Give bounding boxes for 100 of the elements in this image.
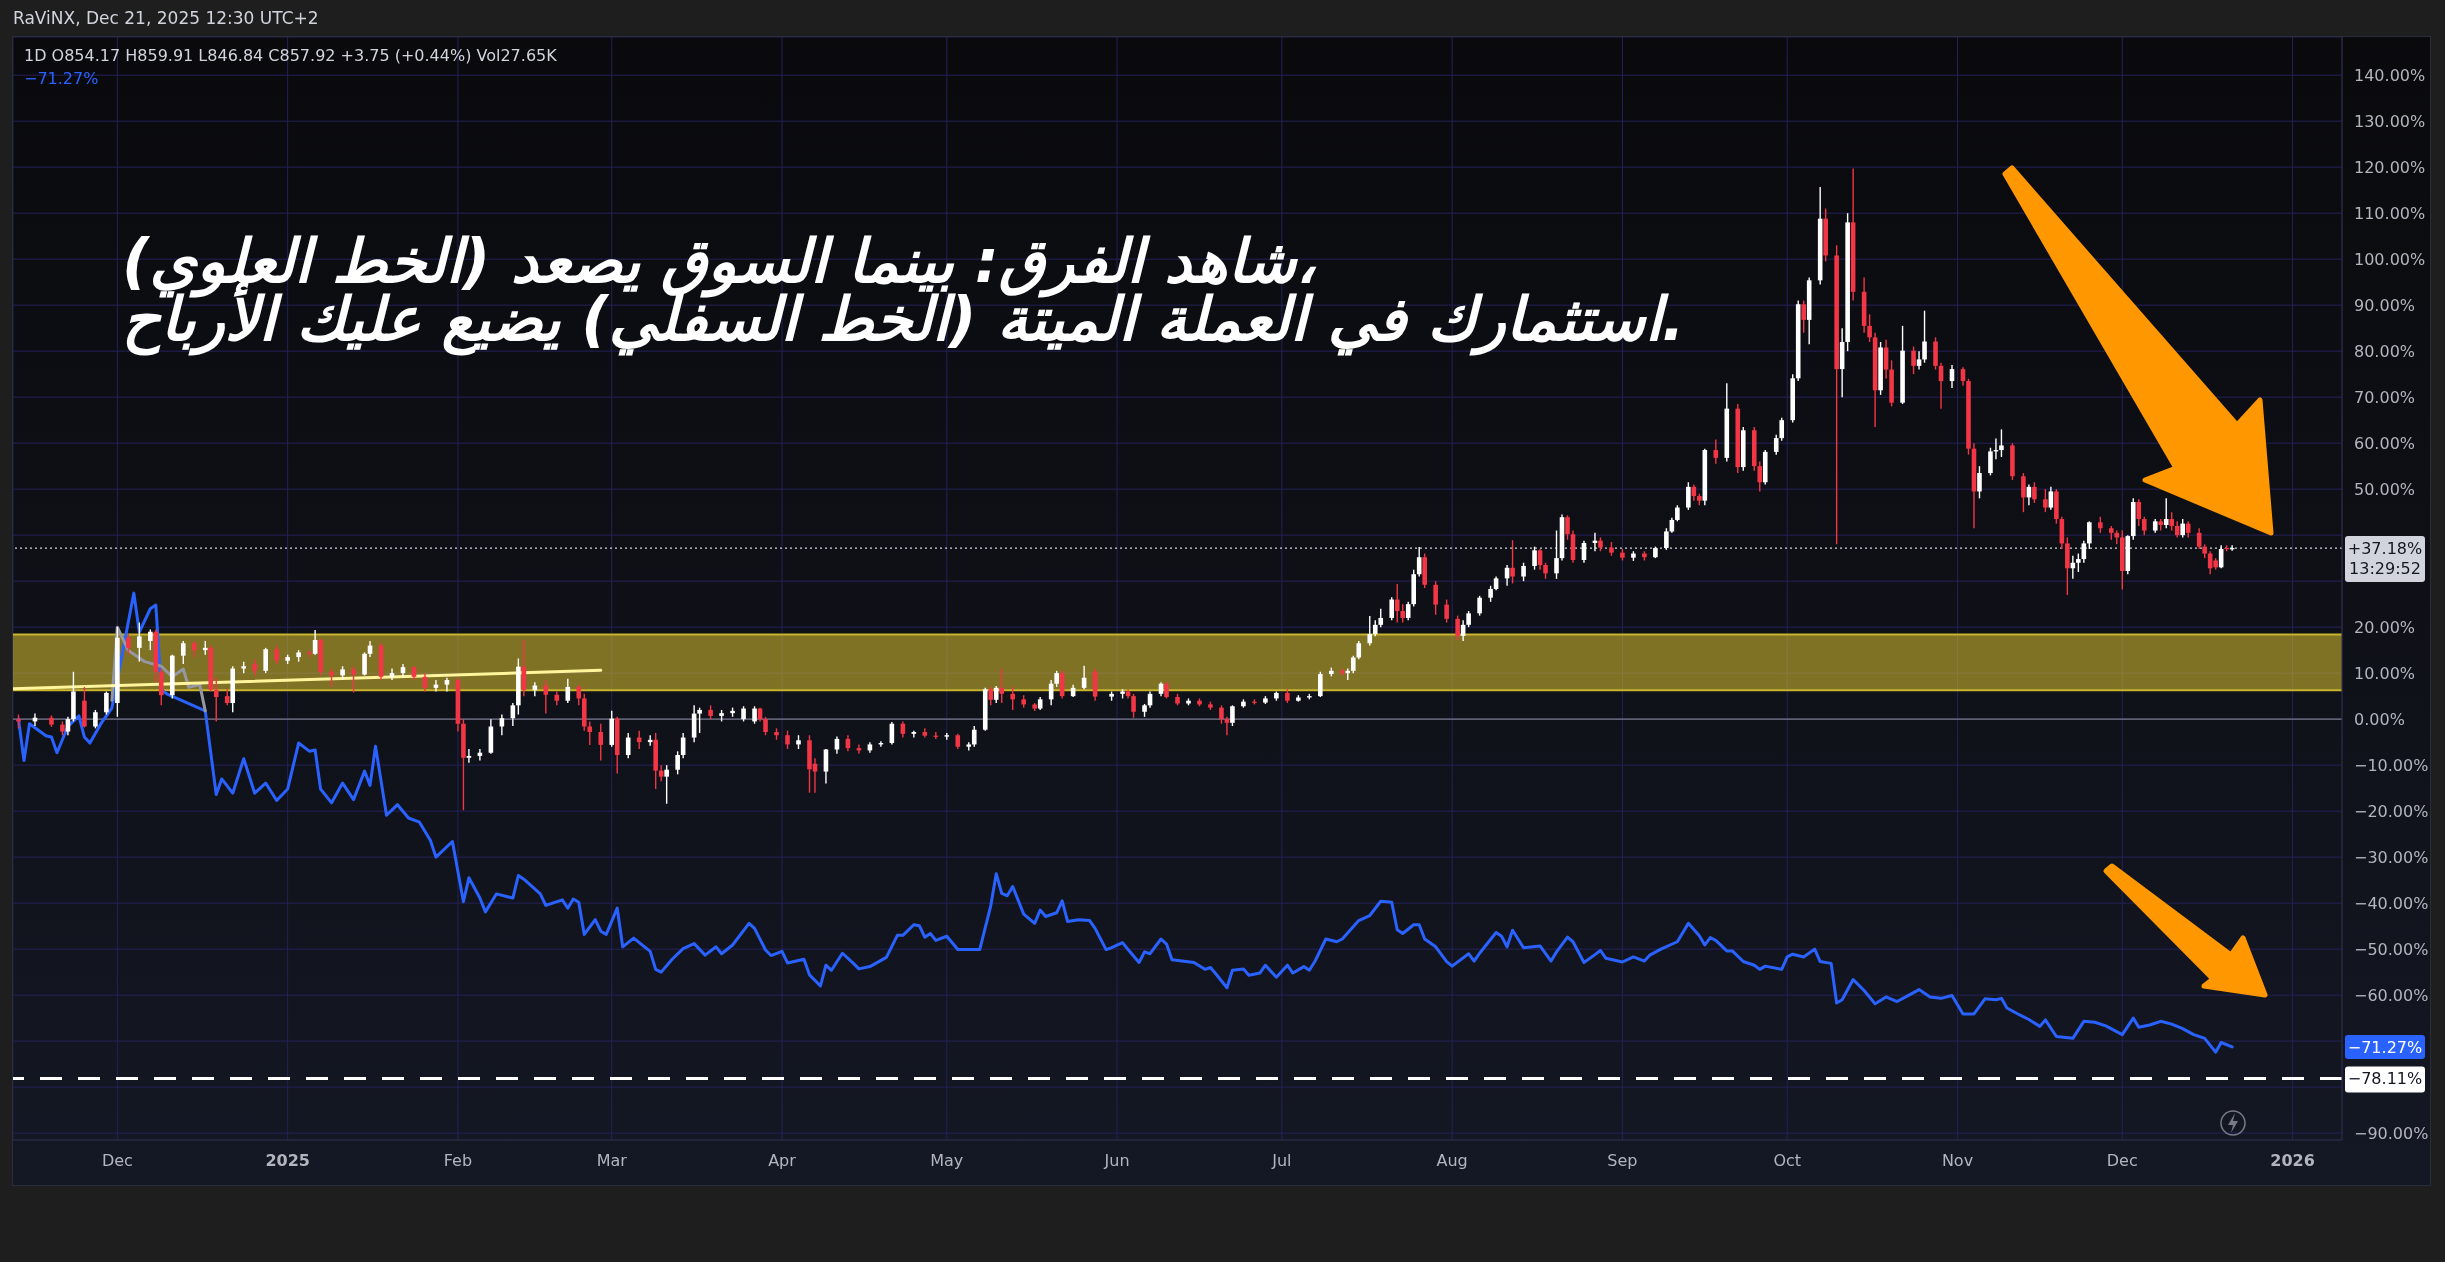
- x-tick-label: May: [930, 1151, 964, 1170]
- candlestick: [1911, 345, 1916, 375]
- y-tick-label: 60.00%: [2354, 434, 2416, 454]
- candlestick: [2141, 516, 2147, 536]
- candlestick: [598, 723, 604, 762]
- candlestick: [1554, 529, 1559, 580]
- candlestick: [988, 686, 994, 707]
- x-tick-label: 2025: [265, 1151, 310, 1170]
- candlestick: [1433, 580, 1438, 616]
- candlestick: [1318, 671, 1323, 698]
- candlestick: [126, 633, 131, 656]
- x-tick-label: Jun: [1103, 1151, 1130, 1170]
- candlestick: [785, 729, 790, 750]
- candlestick: [65, 716, 71, 736]
- candlestick: [159, 667, 164, 707]
- x-tick-label: Dec: [101, 1151, 133, 1170]
- candlestick: [444, 677, 450, 693]
- y-tick-label: −20.00%: [2354, 802, 2429, 822]
- candlestick: [1131, 693, 1136, 719]
- candlestick: [1400, 603, 1406, 624]
- candlestick: [2087, 520, 2092, 550]
- x-tick-label: 2026: [2270, 1151, 2315, 1170]
- candlestick: [675, 750, 680, 776]
- ref-line-label: −78.11%: [2347, 1069, 2423, 1089]
- y-tick-label: 120.00%: [2354, 158, 2426, 178]
- candlestick: [587, 720, 593, 746]
- candlestick: [565, 677, 571, 704]
- y-tick-label: −90.00%: [2354, 1124, 2429, 1144]
- y-tick-label: −30.00%: [2354, 848, 2429, 868]
- candlestick: [1977, 465, 1982, 500]
- candlestick: [922, 727, 928, 739]
- y-tick-label: 110.00%: [2354, 204, 2426, 224]
- candlestick: [1230, 704, 1235, 727]
- candlestick: [625, 732, 631, 759]
- x-tick-label: Aug: [1436, 1151, 1468, 1170]
- x-tick-label: Jul: [1271, 1151, 1292, 1170]
- candlestick: [1867, 313, 1872, 343]
- candlestick: [1405, 601, 1411, 621]
- candlestick: [2076, 552, 2081, 573]
- text: RaViNX, Dec 21, 2025 12:30 UTC+2: [13, 8, 319, 28]
- annotation: 1D O854.17 H859.91 L846.84 C857.92 +3.75 (+0.44%) Vol27.65K: [24, 46, 557, 65]
- candlestick: [1510, 539, 1515, 585]
- candlestick: [93, 709, 98, 730]
- candlestick: [1999, 428, 2004, 458]
- candlestick: [213, 677, 219, 723]
- candlestick: [823, 748, 829, 785]
- ref-line-label: +37.18% 13:29:52: [2347, 539, 2423, 579]
- candlestick: [999, 667, 1005, 704]
- candlestick: [763, 716, 768, 736]
- annotation: −71.27%: [24, 69, 99, 88]
- y-tick-label: 90.00%: [2354, 296, 2416, 316]
- candlestick: [2048, 486, 2054, 511]
- x-tick-label: Feb: [443, 1151, 473, 1170]
- candlestick: [1565, 514, 1570, 541]
- candlestick: [1779, 417, 1785, 442]
- y-tick-label: −10.00%: [2354, 756, 2429, 776]
- candlestick: [664, 764, 669, 805]
- x-tick-label: Apr: [768, 1151, 797, 1170]
- x-tick-label: Mar: [596, 1151, 628, 1170]
- candlestick: [2169, 511, 2175, 532]
- candlestick: [1444, 598, 1449, 624]
- y-tick-label: 80.00%: [2354, 342, 2416, 362]
- candlestick: [2021, 472, 2026, 513]
- candlestick: [180, 640, 186, 665]
- candlestick: [1010, 686, 1016, 711]
- x-tick-label: Oct: [1773, 1151, 1802, 1170]
- y-tick-label: 100.00%: [2354, 250, 2426, 270]
- candlestick: [137, 621, 142, 663]
- candlestick: [1883, 338, 1889, 380]
- candlestick: [1922, 309, 1927, 364]
- candlestick: [1477, 595, 1482, 617]
- x-tick-label: Dec: [2106, 1151, 2138, 1170]
- candlestick: [1521, 562, 1526, 582]
- candlestick: [2043, 488, 2048, 513]
- candlestick: [697, 706, 702, 734]
- y-tick-label: 130.00%: [2354, 112, 2426, 132]
- candlestick: [1356, 640, 1362, 661]
- y-tick-label: 70.00%: [2354, 388, 2416, 408]
- candlestick: [1378, 608, 1384, 628]
- line-series: [16, 591, 2234, 1054]
- candlestick: [1664, 527, 1669, 551]
- y-tick-label: 10.00%: [2354, 664, 2416, 684]
- candlestick: [1532, 545, 1537, 571]
- x-tick-label: Sep: [1607, 1151, 1638, 1170]
- candlestick: [1394, 583, 1400, 624]
- candlestick: [2136, 498, 2142, 527]
- y-tick-label: 20.00%: [2354, 618, 2416, 638]
- candlestick: [1988, 447, 1993, 477]
- candlestick: [1389, 596, 1395, 621]
- candlestick: [263, 647, 268, 674]
- candlestick: [1801, 299, 1806, 334]
- text: −71.27%: [2347, 1037, 2423, 1057]
- candlestick: [576, 683, 582, 707]
- candlestick: [1455, 614, 1460, 641]
- candlestick: [274, 644, 279, 665]
- candlestick: [2032, 481, 2037, 504]
- candlestick: [148, 628, 153, 651]
- y-tick-label: 140.00%: [2354, 66, 2426, 86]
- candlestick: [2180, 518, 2186, 539]
- y-tick-label: 50.00%: [2354, 480, 2416, 500]
